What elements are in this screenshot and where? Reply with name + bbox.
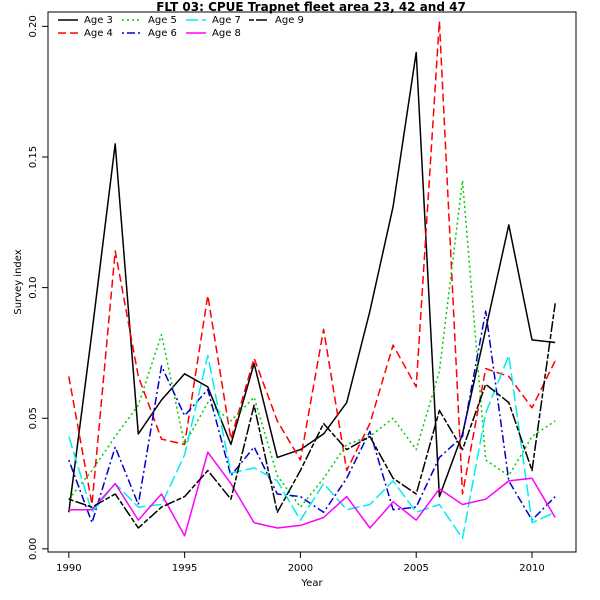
- series-line-age-4: [68, 20, 556, 506]
- legend-label: Age 5: [148, 15, 177, 26]
- x-tick-label: 1990: [56, 563, 81, 574]
- series-line-age-6: [68, 310, 556, 524]
- chart-title: FLT 03: CPUE Trapnet fleet area 23, 42 a…: [156, 0, 466, 14]
- plot-frame: [47, 11, 577, 553]
- y-tick-label: 0.10: [28, 276, 39, 298]
- x-tick-label: 2010: [519, 563, 544, 574]
- series-line-age-8: [68, 451, 556, 537]
- legend-label: Age 6: [148, 28, 177, 39]
- x-tick-label: 2005: [403, 563, 428, 574]
- x-axis: 1990 1995 2000 2005 2010: [56, 552, 545, 574]
- legend-label: Age 3: [84, 15, 113, 26]
- series-line-age-3: [68, 51, 556, 513]
- legend-label: Age 8: [212, 28, 241, 39]
- y-axis: 0.00 0.05 0.10 0.15 0.20: [28, 15, 48, 560]
- x-axis-label: Year: [300, 578, 323, 589]
- legend-label: Age 9: [275, 15, 304, 26]
- series-line-age-7: [68, 354, 556, 540]
- y-tick-label: 0.05: [28, 407, 39, 429]
- y-tick-label: 0.15: [28, 146, 39, 168]
- x-tick-label: 2000: [288, 563, 313, 574]
- legend: Age 3 Age 4 Age 5 Age 6 Age 7 Age 8 Age 9: [58, 15, 304, 39]
- legend-label: Age 7: [212, 15, 241, 26]
- series-lines: [68, 20, 556, 540]
- x-tick-label: 1995: [172, 563, 197, 574]
- series-line-age-9: [68, 303, 556, 529]
- y-axis-label: Survey index: [13, 249, 24, 314]
- y-tick-label: 0.00: [28, 538, 39, 560]
- y-tick-label: 0.20: [28, 15, 39, 37]
- legend-label: Age 4: [84, 28, 113, 39]
